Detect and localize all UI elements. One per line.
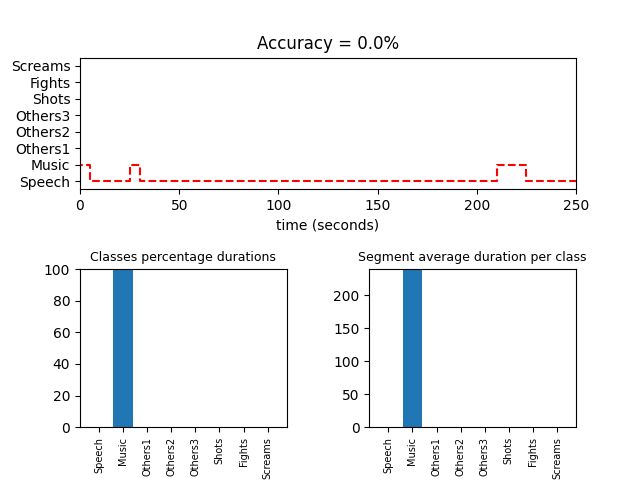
Title: Classes percentage durations: Classes percentage durations [90,251,276,264]
Title: Accuracy = 0.0%: Accuracy = 0.0% [257,35,399,53]
Bar [403,269,422,427]
Bar [113,269,132,427]
Title: Segment average duration per class: Segment average duration per class [358,251,587,264]
X-axis label: time (seconds): time (seconds) [276,219,380,233]
